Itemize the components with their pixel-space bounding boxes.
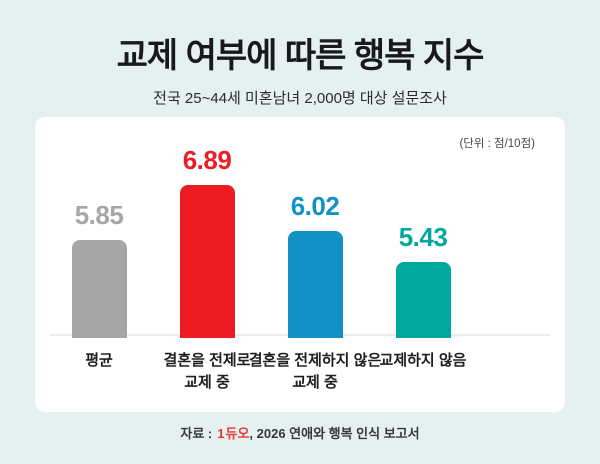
bar-rect-average bbox=[71, 240, 127, 338]
duo-logo-text: 듀오 bbox=[225, 426, 250, 441]
bar-value-label: 6.02 bbox=[290, 191, 340, 221]
bar-category-label: 결혼을 전제하지 않은 교제 중 bbox=[248, 352, 382, 391]
bar-group-dating-no-marriage: 6.02 결혼을 전제하지 않은 교제 중 bbox=[249, 191, 382, 391]
bar-category-label: 평균 bbox=[85, 352, 113, 369]
bar-rect-not-dating bbox=[395, 262, 451, 338]
bar-value-label: 6.89 bbox=[182, 145, 232, 175]
bar-rect-dating-no-marriage bbox=[287, 231, 343, 338]
chart-card: (단위 : 점/10점) 5.85 평균 6.89 결혼을 전제로 교제 중 6… bbox=[35, 117, 565, 412]
page-title: 교제 여부에 따른 행복 지수 bbox=[116, 37, 485, 75]
bar-rect-dating-marriage bbox=[179, 185, 235, 338]
bar-group-not-dating: 5.43 교제하지 않음 bbox=[369, 222, 477, 369]
bar-chart: 5.85 평균 6.89 결혼을 전제로 교제 중 6.02 결혼을 전제하지 … bbox=[35, 117, 565, 391]
bar-group-average: 5.85 평균 bbox=[45, 200, 153, 369]
bar-category-label: 교제하지 않음 bbox=[379, 352, 467, 369]
bar-group-dating-marriage: 6.89 결혼을 전제로 교제 중 bbox=[153, 145, 261, 391]
source-note: 자료 : 1듀오, 2026 연애와 행복 인식 보고서 bbox=[0, 423, 600, 442]
unit-label: (단위 : 점/10점) bbox=[459, 138, 535, 150]
source-suffix: , 2026 연애와 행복 인식 보고서 bbox=[249, 426, 420, 441]
page-subtitle: 전국 25~44세 미혼남녀 2,000명 대상 설문조사 bbox=[153, 90, 447, 107]
source-prefix: 자료 : bbox=[180, 426, 213, 441]
duo-logo-mark: 1 bbox=[217, 426, 225, 441]
bar-value-label: 5.43 bbox=[398, 222, 448, 252]
duo-logo: 1듀오 bbox=[217, 426, 249, 441]
bar-value-label: 5.85 bbox=[74, 200, 124, 230]
bar-category-label: 결혼을 전제로 교제 중 bbox=[163, 352, 251, 391]
